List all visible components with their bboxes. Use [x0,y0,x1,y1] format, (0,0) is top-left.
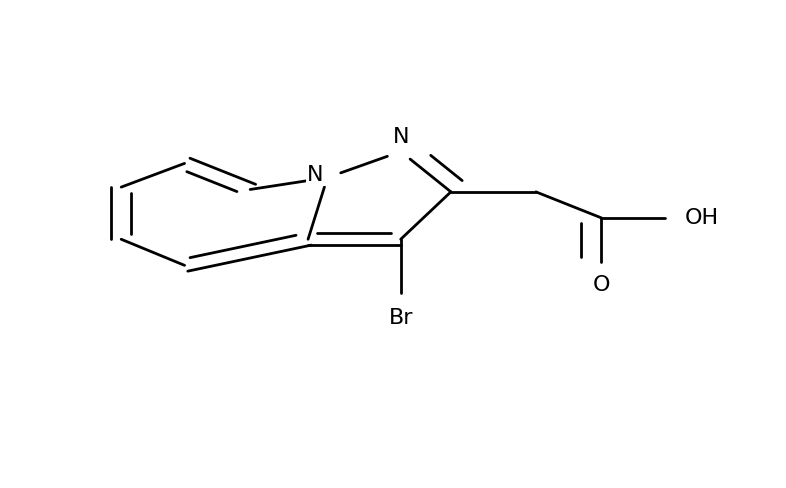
Text: N: N [307,165,324,185]
Text: OH: OH [685,208,719,228]
Text: O: O [593,275,610,295]
Text: Br: Br [388,308,413,328]
Text: N: N [392,127,409,147]
